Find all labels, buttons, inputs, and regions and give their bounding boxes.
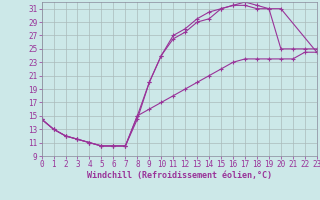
X-axis label: Windchill (Refroidissement éolien,°C): Windchill (Refroidissement éolien,°C) [87, 171, 272, 180]
